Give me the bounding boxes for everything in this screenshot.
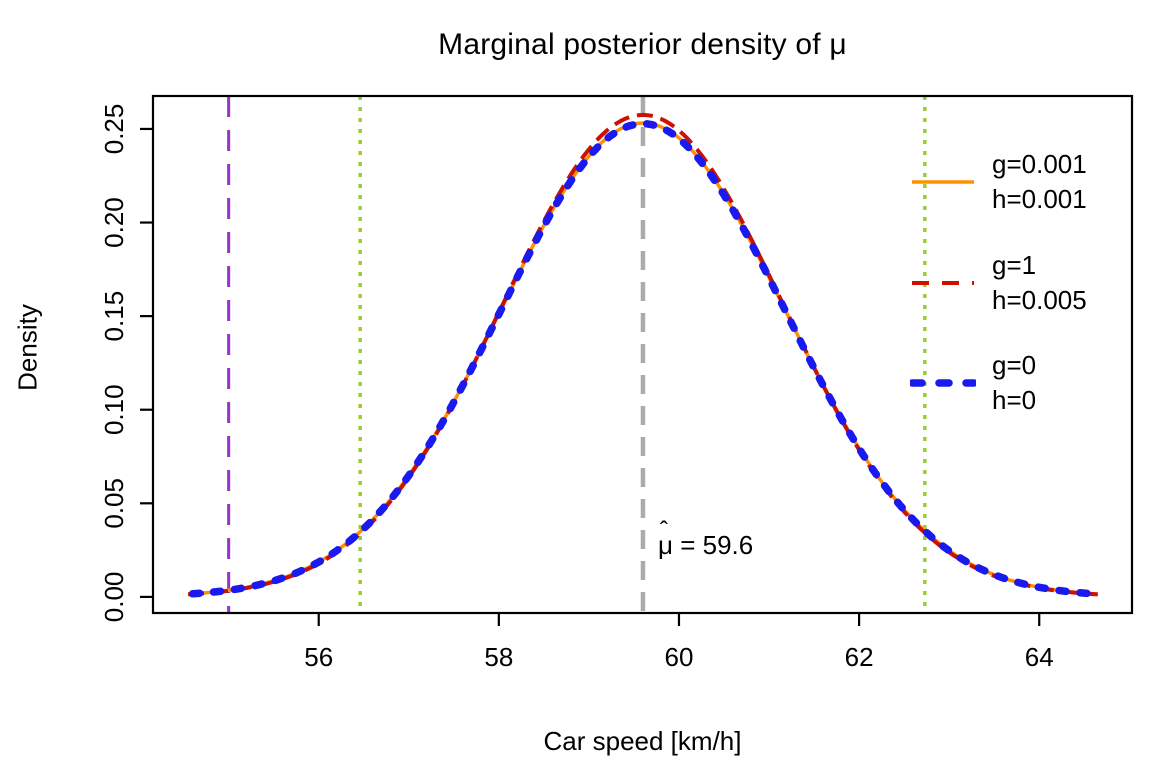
legend-label: g=1 [992, 250, 1037, 280]
hat-accent: ˆ [660, 517, 668, 544]
annotation-value: = 59.6 [672, 530, 754, 560]
y-tick-label: 0.00 [99, 572, 129, 623]
legend-label: g=0 [992, 350, 1037, 380]
x-tick-label: 56 [304, 642, 333, 672]
legend-label: g=0.001 [992, 149, 1087, 179]
density-curve-1 [187, 112, 1098, 597]
legend-entry: g=0.001 h=0.001 [910, 147, 1087, 217]
legend-label: h=0 [992, 385, 1037, 415]
y-tick-label: 0.10 [99, 384, 129, 435]
x-tick-label: 64 [1025, 642, 1054, 672]
legend-entry: g=1 h=0.005 [910, 248, 1087, 318]
y-tick-label: 0.25 [99, 104, 129, 155]
x-tick-label: 58 [484, 642, 513, 672]
legend-label: h=0.005 [992, 285, 1087, 315]
chart-title: Marginal posterior density of μ [438, 28, 847, 61]
legend-label: h=0.001 [992, 184, 1087, 214]
legend-line-sample [910, 379, 976, 387]
legend-line-sample [912, 281, 974, 285]
plot-box [151, 94, 1134, 615]
legend-entry: g=0 h=0 [910, 348, 1036, 418]
legend-line-sample [912, 180, 974, 184]
y-tick-label: 0.20 [99, 197, 129, 248]
mu-symbol: μ [658, 530, 673, 560]
x-axis-label: Car speed [km/h] [543, 726, 742, 756]
x-tick-label: 60 [665, 642, 694, 672]
y-tick-label: 0.15 [99, 291, 129, 342]
x-tick-label: 62 [845, 642, 874, 672]
y-axis-label: Density [12, 304, 43, 391]
y-tick-label: 0.05 [99, 478, 129, 529]
density-curve-2 [188, 119, 1098, 598]
